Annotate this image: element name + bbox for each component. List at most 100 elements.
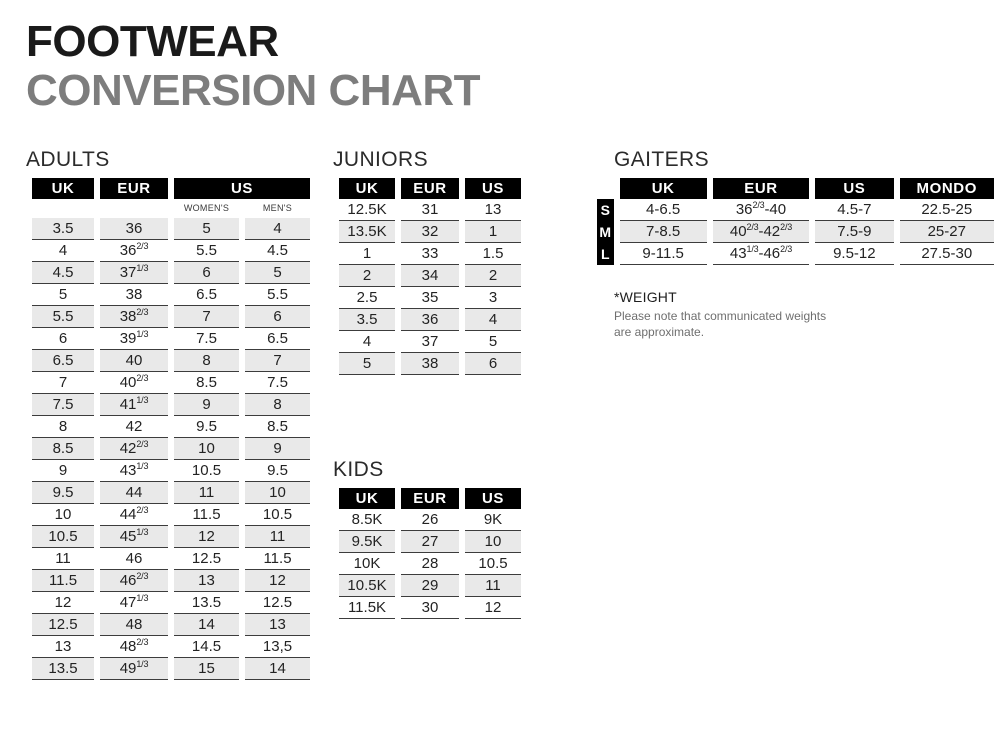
kids-cell-us: 10 — [465, 531, 521, 553]
table-row: M 7-8.5 402/3-422/3 7.5-9 25-27 — [597, 221, 994, 243]
gaiters-cell-uk: 9-11.5 — [619, 243, 707, 265]
table-row: 6.5 40 8 7 — [32, 350, 310, 372]
juniors-table: UK EUR US 12.5K 31 13 13.5K 32 1 1 33 1.5 2 34 2 2.5… — [333, 178, 527, 375]
table-row: 13.5 491/3 15 14 — [32, 658, 310, 680]
adults-cell-uk: 10.5 — [32, 526, 94, 548]
juniors-cell-uk: 13.5K — [339, 221, 395, 243]
juniors-cell-us: 1.5 — [465, 243, 521, 265]
fraction-superscript: 1/3 — [136, 593, 149, 603]
table-row: S 4-6.5 362/3-40 4.5-7 22.5-25 — [597, 199, 994, 221]
adults-cell-mens: 6.5 — [245, 328, 310, 350]
gaiters-header-size-spacer — [597, 178, 614, 199]
table-row: 7 402/3 8.5 7.5 — [32, 372, 310, 394]
adults-cell-mens: 6 — [245, 306, 310, 328]
adults-cell-mens: 7.5 — [245, 372, 310, 394]
title-line-secondary: CONVERSION CHART — [26, 66, 481, 115]
table-row: 3.5 36 4 — [339, 309, 521, 331]
adults-cell-mens: 13 — [245, 614, 310, 636]
juniors-cell-eur: 32 — [401, 221, 459, 243]
juniors-cell-us: 2 — [465, 265, 521, 287]
table-row: 7.5 411/3 9 8 — [32, 394, 310, 416]
adults-cell-womens: 15 — [174, 658, 239, 680]
adults-cell-uk: 13 — [32, 636, 94, 658]
fraction-superscript: 2/3 — [136, 373, 149, 383]
table-row: 3.5 36 5 4 — [32, 218, 310, 240]
adults-cell-eur: 42 — [100, 416, 168, 438]
table-row: 12.5 48 14 13 — [32, 614, 310, 636]
table-row: 4.5 371/3 6 5 — [32, 262, 310, 284]
kids-cell-uk: 8.5K — [339, 509, 395, 531]
adults-cell-uk: 11.5 — [32, 570, 94, 592]
adults-cell-womens: 14.5 — [174, 636, 239, 658]
kids-section: KIDS UK EUR US 8.5K 26 9K 9.5K 27 10 10K 28 10.5… — [333, 458, 527, 619]
adults-header-uk: UK — [32, 178, 94, 199]
fraction-superscript: 1/3 — [136, 461, 149, 471]
table-row: 13.5K 32 1 — [339, 221, 521, 243]
juniors-cell-us: 4 — [465, 309, 521, 331]
adults-cell-uk: 7.5 — [32, 394, 94, 416]
table-row: 2.5 35 3 — [339, 287, 521, 309]
adults-cell-womens: 9 — [174, 394, 239, 416]
table-row: 2 34 2 — [339, 265, 521, 287]
weight-note: *WEIGHT Please note that communicated we… — [614, 289, 829, 340]
juniors-cell-us: 3 — [465, 287, 521, 309]
adults-cell-womens: 13.5 — [174, 592, 239, 614]
adults-cell-mens: 5.5 — [245, 284, 310, 306]
adults-cell-eur: 431/3 — [100, 460, 168, 482]
table-row: 10 442/3 11.5 10.5 — [32, 504, 310, 526]
juniors-cell-eur: 34 — [401, 265, 459, 287]
adults-cell-uk: 9.5 — [32, 482, 94, 504]
gaiters-cell-eur: 402/3-422/3 — [712, 221, 810, 243]
juniors-cell-eur: 31 — [401, 199, 459, 221]
juniors-header-row: UK EUR US — [339, 178, 521, 199]
gaiters-size-label-l: L — [597, 243, 614, 265]
adults-cell-mens: 4 — [245, 218, 310, 240]
kids-header-uk: UK — [339, 488, 395, 509]
adults-cell-womens: 7 — [174, 306, 239, 328]
juniors-cell-eur: 36 — [401, 309, 459, 331]
adults-cell-eur: 46 — [100, 548, 168, 570]
adults-cell-uk: 11 — [32, 548, 94, 570]
gaiters-cell-eur: 362/3-40 — [712, 199, 810, 221]
gaiters-cell-eur: 431/3-462/3 — [712, 243, 810, 265]
adults-cell-womens: 5 — [174, 218, 239, 240]
table-row: 5.5 382/3 7 6 — [32, 306, 310, 328]
adults-cell-eur: 442/3 — [100, 504, 168, 526]
table-row: 5 38 6.5 5.5 — [32, 284, 310, 306]
adults-cell-mens: 4.5 — [245, 240, 310, 262]
juniors-header-uk: UK — [339, 178, 395, 199]
weight-note-body: Please note that communicated weights ar… — [614, 309, 827, 339]
table-row: 1 33 1.5 — [339, 243, 521, 265]
adults-cell-mens: 9 — [245, 438, 310, 460]
juniors-cell-uk: 4 — [339, 331, 395, 353]
kids-cell-us: 10.5 — [465, 553, 521, 575]
gaiters-size-label-m: M — [597, 221, 614, 243]
adults-cell-eur: 471/3 — [100, 592, 168, 614]
adults-cell-womens: 10.5 — [174, 460, 239, 482]
fraction-superscript: 1/3 — [746, 244, 759, 254]
adults-cell-uk: 8 — [32, 416, 94, 438]
juniors-cell-uk: 5 — [339, 353, 395, 375]
adults-cell-womens: 10 — [174, 438, 239, 460]
juniors-header-eur: EUR — [401, 178, 459, 199]
fraction-superscript: 2/3 — [136, 637, 149, 647]
gaiters-body: S 4-6.5 362/3-40 4.5-7 22.5-25 M 7-8.5 402/3-42… — [597, 199, 994, 265]
gaiters-cell-us: 9.5-12 — [815, 243, 894, 265]
fraction-superscript: 2/3 — [136, 571, 149, 581]
fraction-superscript: 2/3 — [752, 200, 765, 210]
kids-header-row: UK EUR US — [339, 488, 521, 509]
fraction-superscript: 2/3 — [136, 307, 149, 317]
table-row: 11 46 12.5 11.5 — [32, 548, 310, 570]
kids-header-us: US — [465, 488, 521, 509]
adults-cell-womens: 8.5 — [174, 372, 239, 394]
table-row: 9.5K 27 10 — [339, 531, 521, 553]
adults-header-eur: EUR — [100, 178, 168, 199]
juniors-cell-eur: 38 — [401, 353, 459, 375]
adults-cell-eur: 402/3 — [100, 372, 168, 394]
gaiters-cell-mondo: 22.5-25 — [899, 199, 994, 221]
weight-note-title: *WEIGHT — [614, 289, 677, 305]
kids-cell-uk: 10.5K — [339, 575, 395, 597]
table-row: 4 362/3 5.5 4.5 — [32, 240, 310, 262]
table-row: 8.5 422/3 10 9 — [32, 438, 310, 460]
fraction-superscript: 2/3 — [136, 505, 149, 515]
